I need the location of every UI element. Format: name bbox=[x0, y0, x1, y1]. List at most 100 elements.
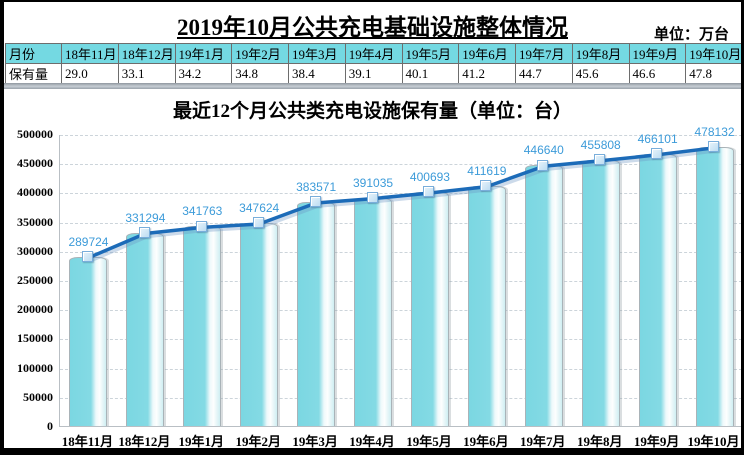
data-label: 478132 bbox=[694, 124, 735, 139]
gridline bbox=[60, 339, 741, 341]
data-label: 383571 bbox=[296, 179, 337, 194]
bar-19年1月 bbox=[183, 226, 222, 426]
bar-19年7月 bbox=[524, 165, 563, 426]
unit-label: 单位：万台 bbox=[653, 27, 729, 43]
gridline bbox=[60, 193, 741, 195]
table-value-cell: 38.4 bbox=[288, 63, 346, 84]
table-month-cell: 18年12月 bbox=[117, 43, 176, 64]
table-corner-cell: 月份 bbox=[5, 43, 62, 64]
y-axis-tick-label: 300000 bbox=[17, 243, 53, 258]
data-label: 347624 bbox=[239, 200, 280, 215]
section-divider bbox=[4, 83, 741, 89]
table-month-cell: 18年11月 bbox=[61, 43, 119, 64]
y-axis-tick-label: 0 bbox=[47, 419, 53, 433]
y-axis-tick-label: 200000 bbox=[17, 302, 53, 317]
bar-19年3月 bbox=[297, 202, 336, 426]
table-value-cell: 45.6 bbox=[571, 63, 630, 84]
data-label: 466101 bbox=[637, 131, 678, 146]
table-value-cell: 41.2 bbox=[458, 63, 516, 84]
table-value-cell: 34.2 bbox=[174, 63, 233, 84]
gridline bbox=[60, 222, 741, 224]
table-month-cell: 19年9月 bbox=[628, 43, 687, 64]
line-marker bbox=[81, 251, 93, 263]
table-value-cell: 33.1 bbox=[117, 63, 176, 84]
table-value-cell: 47.8 bbox=[685, 63, 741, 84]
line-marker bbox=[594, 154, 606, 166]
line-marker bbox=[195, 220, 207, 232]
bar-19年6月 bbox=[467, 185, 506, 426]
x-axis-tick-label: 19年9月 bbox=[633, 434, 680, 449]
line-marker bbox=[309, 196, 321, 208]
table-month-cell: 19年10月 bbox=[685, 43, 741, 64]
table-value-cell: 39.1 bbox=[344, 63, 403, 84]
data-label: 455808 bbox=[580, 137, 621, 152]
page-title: 2019年10月公共充电基础设施整体情况 bbox=[177, 15, 568, 40]
table-month-cell: 19年4月 bbox=[344, 43, 403, 64]
gridline bbox=[60, 135, 741, 136]
line-marker bbox=[252, 217, 264, 229]
x-axis-tick-label: 19年1月 bbox=[178, 434, 225, 449]
trend-line bbox=[87, 146, 717, 263]
chart-x-axis: 18年11月 18年12月 19年1月 19年2月 19年3月 19年4月 19年5月 19年… bbox=[59, 431, 741, 449]
table-header-row: 月份 18年11月 18年12月 19年1月 19年2月 19年3月 19年4月 19年5月… bbox=[5, 43, 741, 64]
gridline bbox=[60, 251, 741, 253]
bar-18年11月 bbox=[69, 256, 108, 426]
bar-19年4月 bbox=[354, 197, 393, 426]
gridline bbox=[60, 397, 741, 399]
bar-19年8月 bbox=[581, 159, 620, 426]
data-label: 341763 bbox=[182, 204, 223, 219]
x-axis-tick-label: 19年3月 bbox=[292, 434, 338, 449]
table-row-header: 保有量 bbox=[5, 63, 62, 84]
table-value-row: 保有量 29.0 33.1 34.2 34.8 38.4 39.1 40.1 41.2 44.7… bbox=[5, 63, 741, 84]
y-axis-tick-label: 350000 bbox=[17, 214, 53, 229]
y-axis-tick-label: 400000 bbox=[17, 185, 53, 200]
gridline bbox=[60, 281, 741, 282]
line-marker bbox=[651, 148, 663, 160]
chart-title: 最近12个月公共类充电设施保有量（单位：台） bbox=[172, 101, 572, 122]
gridline bbox=[60, 368, 741, 370]
data-label: 391035 bbox=[353, 175, 394, 190]
y-axis-tick-label: 500000 bbox=[17, 127, 53, 141]
gridline bbox=[60, 310, 741, 312]
table-value-cell: 44.7 bbox=[515, 63, 573, 84]
line-marker bbox=[480, 180, 492, 192]
table-month-cell: 19年7月 bbox=[515, 43, 573, 64]
line-marker bbox=[708, 141, 720, 153]
chart-plot-area: 0 50000 100000 150000 200000 250000 300000 3500… bbox=[17, 125, 741, 433]
month-table: 月份 18年11月 18年12月 19年1月 19年2月 19年3月 19年4月 19年5月… bbox=[5, 43, 741, 84]
y-axis-tick-label: 250000 bbox=[17, 273, 53, 287]
data-label: 331294 bbox=[125, 210, 166, 225]
table-month-cell: 19年2月 bbox=[231, 43, 289, 64]
line-marker bbox=[138, 227, 150, 239]
x-axis-tick-label: 19年5月 bbox=[406, 434, 452, 449]
table-month-cell: 19年8月 bbox=[571, 43, 630, 64]
data-label: 411619 bbox=[467, 163, 507, 178]
x-axis-tick-label: 18年11月 bbox=[61, 434, 114, 449]
data-label: 400693 bbox=[409, 169, 450, 184]
data-label: 446640 bbox=[523, 143, 564, 158]
table-value-cell: 46.6 bbox=[628, 63, 687, 84]
line-marker bbox=[537, 159, 549, 171]
bar-18年12月 bbox=[126, 232, 165, 426]
data-label: 289724 bbox=[68, 234, 109, 249]
y-axis-tick-label: 50000 bbox=[23, 389, 53, 404]
gridline bbox=[60, 164, 741, 166]
x-axis-tick-label: 19年6月 bbox=[463, 434, 509, 449]
table-value-cell: 40.1 bbox=[401, 63, 460, 84]
table-value-cell: 29.0 bbox=[61, 63, 119, 84]
line-marker bbox=[366, 192, 378, 204]
bar-19年9月 bbox=[638, 153, 677, 426]
x-axis-tick-label: 19年7月 bbox=[520, 434, 566, 449]
x-axis-tick-label: 19年8月 bbox=[576, 434, 623, 449]
y-axis-tick-label: 150000 bbox=[17, 331, 53, 346]
bar-19年2月 bbox=[240, 223, 279, 426]
y-axis-tick-label: 100000 bbox=[17, 360, 53, 375]
table-month-cell: 19年1月 bbox=[174, 43, 233, 64]
x-axis-tick-label: 19年10月 bbox=[687, 434, 740, 449]
table-month-cell: 19年3月 bbox=[288, 43, 346, 64]
line-marker bbox=[423, 186, 435, 198]
x-axis-tick-label: 19年4月 bbox=[349, 434, 395, 449]
y-axis-tick-label: 450000 bbox=[17, 156, 53, 171]
x-axis-tick-label: 19年2月 bbox=[235, 434, 281, 449]
